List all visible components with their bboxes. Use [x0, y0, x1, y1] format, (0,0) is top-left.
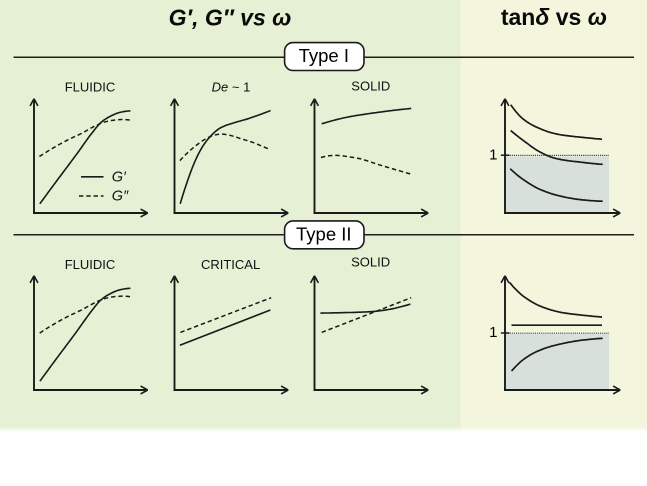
- svg-text:SOLID: SOLID: [351, 79, 390, 94]
- svg-text:Type I: Type I: [299, 45, 349, 66]
- svg-text:FLUIDIC: FLUIDIC: [65, 80, 116, 95]
- svg-text:SOLID: SOLID: [351, 254, 390, 269]
- svg-text:G′, G″ vs ω: G′, G″ vs ω: [169, 4, 292, 30]
- svg-text:tanδ vs ω: tanδ vs ω: [501, 4, 607, 30]
- svg-text:Type II: Type II: [296, 223, 352, 244]
- svg-text:FLUIDIC: FLUIDIC: [65, 257, 116, 272]
- svg-text:CRITICAL: CRITICAL: [201, 257, 260, 272]
- svg-text:De ~ 1: De ~ 1: [212, 80, 251, 95]
- svg-text:G″: G″: [112, 189, 129, 205]
- svg-text:G′: G′: [112, 169, 127, 185]
- svg-text:1: 1: [489, 324, 497, 341]
- svg-text:1: 1: [489, 146, 497, 163]
